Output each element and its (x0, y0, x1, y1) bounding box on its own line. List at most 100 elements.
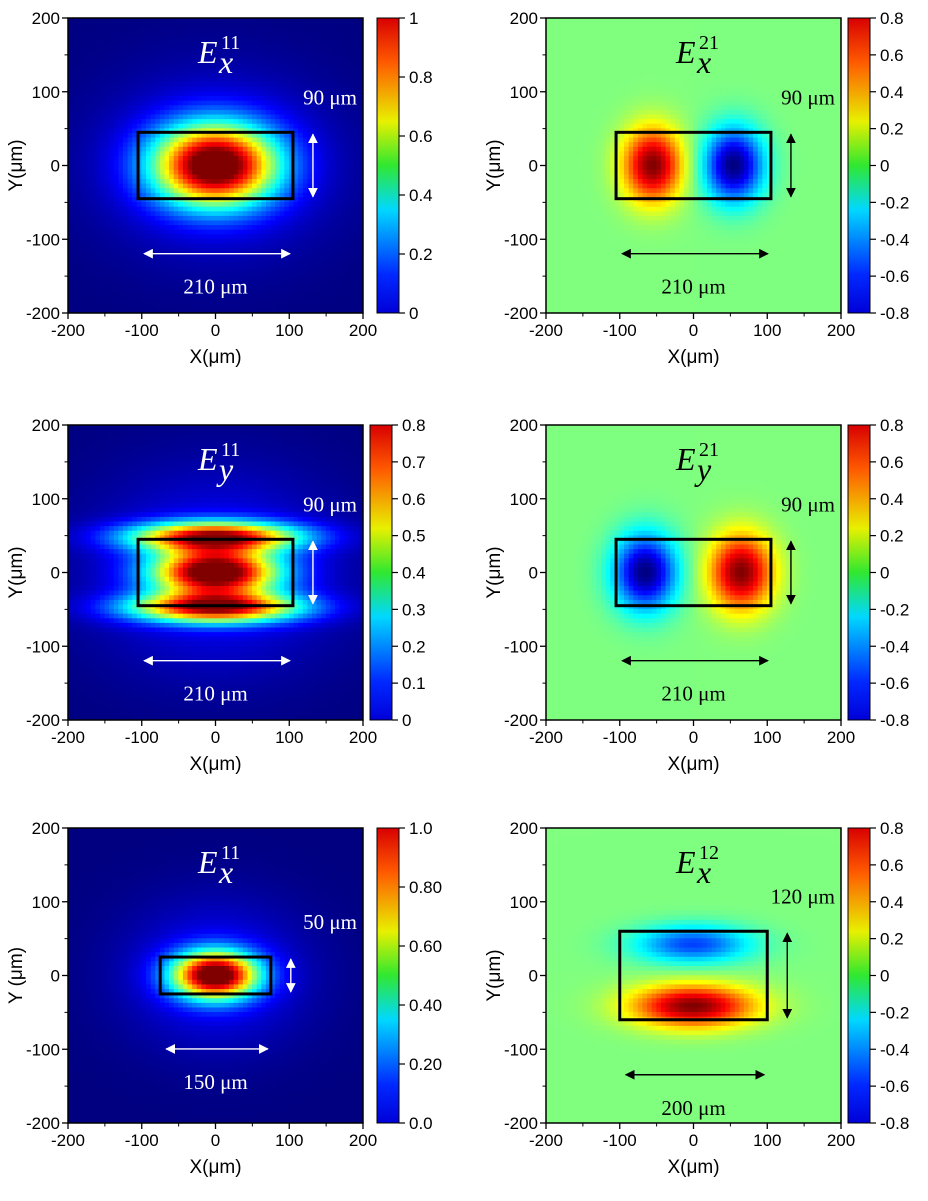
field-cell (173, 257, 179, 263)
field-cell (358, 257, 363, 263)
field-cell (265, 54, 272, 60)
field-cell (118, 100, 124, 106)
field-cell (224, 45, 230, 51)
field-cell (192, 137, 198, 143)
field-cell (596, 248, 602, 254)
field-cell (302, 179, 308, 185)
field-cell (109, 197, 115, 203)
field-cell (261, 248, 267, 254)
field-cell (559, 294, 565, 300)
field-cell (68, 303, 73, 309)
field-cell (554, 303, 561, 309)
field-cell (298, 63, 304, 69)
field-cell (132, 220, 138, 226)
field-cell (233, 285, 239, 291)
field-cell (215, 266, 221, 272)
field-cell (173, 183, 179, 189)
field-cell (215, 229, 221, 235)
field-cell (302, 100, 308, 106)
field-cell (573, 45, 579, 51)
field-cell (247, 54, 253, 60)
field-cell (132, 211, 138, 217)
field-cell (330, 49, 336, 56)
field-cell (564, 243, 570, 249)
field-cell (146, 86, 152, 93)
field-cell (587, 248, 593, 254)
field-cell (546, 49, 551, 56)
field-cell (210, 142, 216, 148)
field-cell (279, 105, 285, 111)
field-cell (293, 183, 299, 189)
field-cell (316, 188, 322, 194)
field-cell (192, 192, 198, 199)
field-cell (187, 215, 193, 222)
field-cell (150, 215, 156, 222)
field-cell (99, 211, 106, 217)
field-cell (596, 31, 602, 37)
field-cell (335, 160, 341, 166)
field-cell (118, 68, 124, 74)
field-cell (146, 229, 152, 235)
field-cell (233, 59, 239, 65)
field-cell (247, 22, 253, 28)
field-cell (187, 68, 193, 74)
field-cell (288, 18, 295, 23)
field-cell (270, 40, 276, 46)
field-cell (582, 174, 588, 180)
field-cell (339, 289, 345, 295)
field-cell (113, 303, 119, 309)
field-cell (229, 26, 235, 33)
field-cell (582, 109, 588, 116)
field-cell (205, 114, 212, 120)
field-cell (312, 86, 318, 93)
field-cell (118, 211, 124, 217)
field-cell (132, 271, 138, 277)
field-cell (187, 243, 193, 249)
field-cell (325, 114, 332, 120)
field-cell (546, 215, 551, 222)
field-cell (95, 22, 101, 28)
field-cell (86, 119, 92, 125)
field-cell (265, 26, 272, 33)
field-cell (104, 82, 110, 88)
field-cell (601, 211, 607, 217)
field-cell (238, 271, 244, 277)
y-tick-label: -100 (26, 230, 60, 249)
field-cell (298, 49, 304, 56)
field-cell (99, 183, 106, 189)
field-cell (275, 183, 281, 189)
field-cell (591, 114, 597, 120)
field-cell (81, 257, 87, 263)
field-cell (224, 225, 230, 231)
field-cell (256, 137, 262, 143)
field-cell (109, 252, 115, 258)
field-cell (127, 128, 133, 134)
field-cell (242, 96, 249, 102)
field-cell (293, 151, 299, 157)
field-cell (550, 308, 556, 313)
field-cell (284, 248, 290, 254)
field-cell (601, 86, 607, 93)
field-cell (261, 155, 267, 162)
field-cell (587, 96, 593, 102)
field-cell (136, 63, 143, 69)
field-cell (123, 215, 129, 222)
field-cell (325, 280, 332, 286)
field-cell (155, 40, 161, 46)
field-cell (601, 91, 607, 97)
field-cell (233, 142, 239, 148)
field-cell (219, 77, 226, 83)
field-cell (307, 248, 313, 254)
field-cell (265, 73, 272, 79)
field-cell (582, 18, 588, 23)
field-cell (182, 31, 189, 37)
field-cell (577, 160, 584, 166)
field-cell (187, 248, 193, 254)
field-cell (187, 100, 193, 106)
field-cell (104, 220, 110, 226)
field-cell (150, 202, 156, 208)
field-cell (284, 183, 290, 189)
field-cell (238, 275, 244, 282)
field-cell (330, 123, 336, 129)
field-cell (229, 262, 235, 268)
